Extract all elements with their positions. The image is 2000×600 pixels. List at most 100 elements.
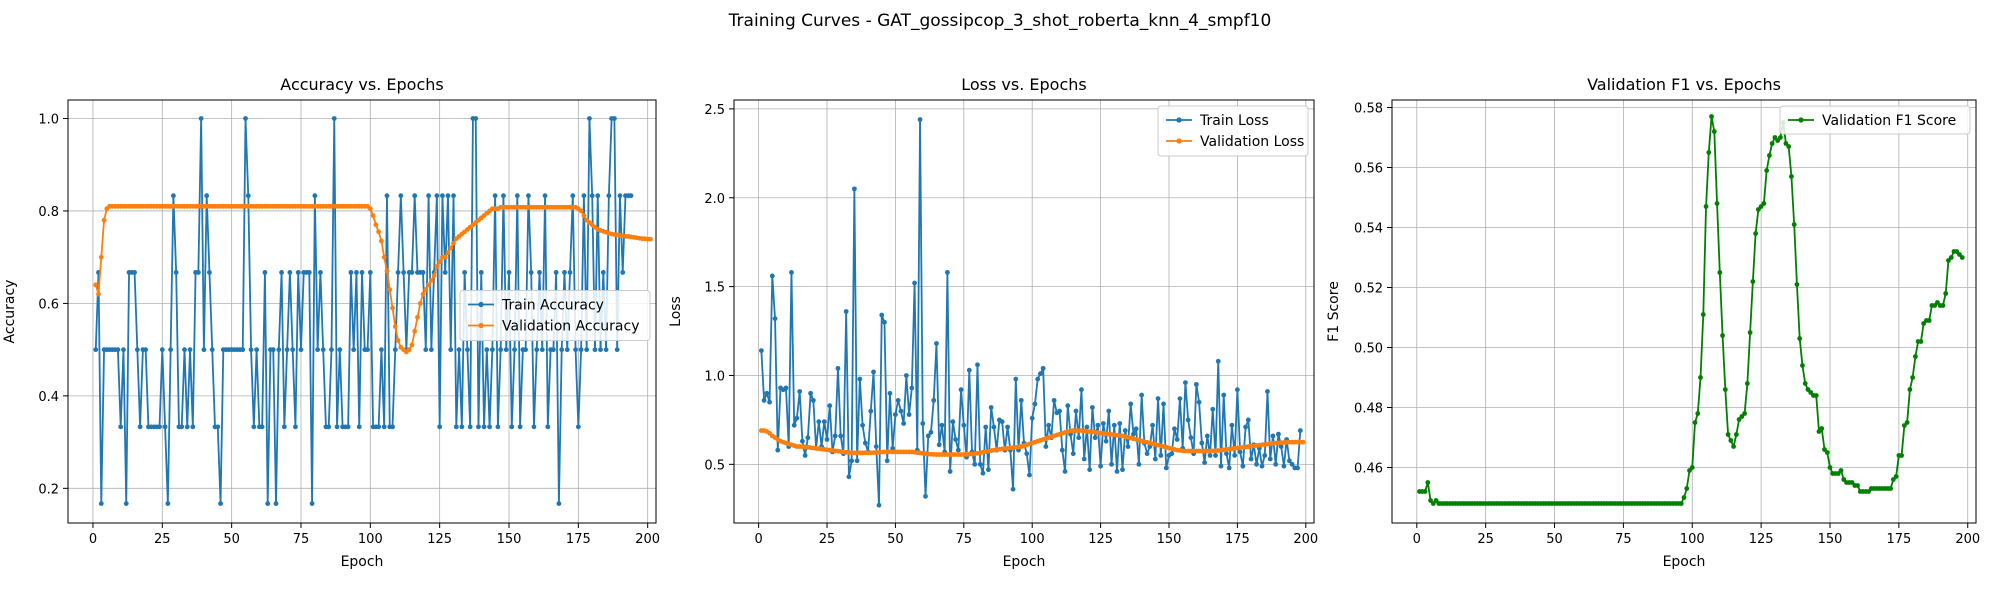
data-point — [1073, 408, 1079, 414]
data-point — [93, 282, 99, 288]
x-tick-label: 0 — [1413, 532, 1421, 547]
y-tick-label: 0.52 — [1354, 282, 1383, 297]
y-tick-label: 1.0 — [704, 369, 725, 384]
data-point — [550, 347, 556, 353]
data-point — [1813, 393, 1819, 398]
data-point — [281, 424, 287, 430]
x-axis-label: Epoch — [1003, 554, 1046, 570]
data-point — [587, 116, 592, 121]
data-point — [409, 342, 415, 348]
data-point — [1297, 428, 1303, 433]
data-point — [923, 493, 928, 499]
data-point — [1827, 465, 1833, 470]
data-point — [947, 469, 953, 474]
data-point — [370, 213, 376, 218]
data-point — [1744, 381, 1750, 386]
data-point — [556, 501, 562, 506]
data-point — [1125, 444, 1131, 449]
data-point — [1910, 375, 1916, 380]
legend-entry: Validation Loss — [1200, 134, 1304, 150]
data-point — [1196, 399, 1202, 405]
data-point — [835, 365, 841, 371]
data-point — [1692, 420, 1698, 425]
data-point — [1959, 255, 1965, 260]
data-point — [1276, 431, 1281, 437]
data-point — [1087, 467, 1093, 473]
data-point — [1062, 469, 1068, 474]
data-point — [1855, 483, 1860, 488]
data-point — [1711, 129, 1717, 134]
data-point — [1802, 381, 1808, 386]
data-point — [1092, 435, 1098, 441]
data-point — [1215, 358, 1221, 364]
data-point — [445, 193, 451, 199]
data-point — [356, 424, 362, 430]
data-point — [243, 116, 248, 121]
data-point — [1678, 501, 1684, 506]
data-point — [901, 421, 907, 426]
data-point — [1248, 456, 1254, 462]
data-point — [1128, 401, 1134, 407]
data-point — [612, 116, 617, 121]
data-point — [440, 193, 445, 199]
data-point — [1733, 432, 1739, 437]
data-point — [93, 347, 99, 353]
data-point — [1032, 401, 1038, 407]
data-point — [1794, 282, 1800, 287]
data-point — [1703, 204, 1709, 209]
data-point — [827, 403, 833, 409]
data-point — [1040, 365, 1046, 371]
x-axis-label: Epoch — [341, 554, 384, 570]
data-point — [562, 270, 567, 275]
data-point — [437, 424, 443, 430]
series-validation-f1-score — [1417, 114, 1965, 506]
data-point — [1079, 387, 1084, 393]
legend-entry: Validation Accuracy — [502, 319, 640, 335]
data-point — [182, 347, 187, 353]
data-point — [423, 347, 429, 353]
x-tick-label: 50 — [887, 532, 904, 547]
data-point — [1769, 141, 1775, 146]
data-point — [1295, 465, 1300, 471]
data-point — [1838, 468, 1844, 473]
data-point — [240, 347, 246, 353]
data-point — [1210, 406, 1216, 412]
data-point — [1286, 458, 1292, 464]
data-point — [1684, 486, 1690, 491]
data-point — [879, 312, 885, 318]
data-point — [1725, 432, 1731, 437]
data-point — [1095, 422, 1101, 428]
data-point — [101, 217, 107, 223]
x-tick-label: 175 — [566, 532, 591, 547]
data-point — [1046, 422, 1052, 428]
data-point — [783, 385, 789, 391]
data-point — [329, 347, 334, 353]
data-point — [509, 424, 515, 430]
data-point — [442, 270, 448, 275]
data-point — [406, 347, 412, 353]
data-point — [595, 193, 601, 199]
data-point — [337, 347, 343, 353]
data-point — [832, 433, 838, 439]
data-point — [445, 250, 451, 255]
data-point — [395, 337, 401, 343]
data-point — [481, 424, 487, 430]
data-point — [198, 116, 204, 121]
data-point — [1163, 465, 1169, 471]
data-point — [1750, 279, 1756, 284]
data-point — [1188, 435, 1194, 441]
data-point — [1152, 456, 1158, 462]
data-point — [972, 461, 978, 467]
data-point — [367, 206, 373, 212]
data-point — [121, 347, 126, 353]
data-point — [1010, 486, 1016, 492]
data-point — [570, 193, 576, 199]
data-point — [1051, 397, 1057, 403]
y-axis-label: Accuracy — [2, 280, 18, 344]
data-point — [179, 424, 185, 430]
data-point — [306, 270, 312, 275]
data-point — [168, 347, 174, 353]
data-point — [1717, 270, 1723, 275]
data-point — [931, 397, 937, 403]
x-tick-label: 175 — [1225, 532, 1250, 547]
